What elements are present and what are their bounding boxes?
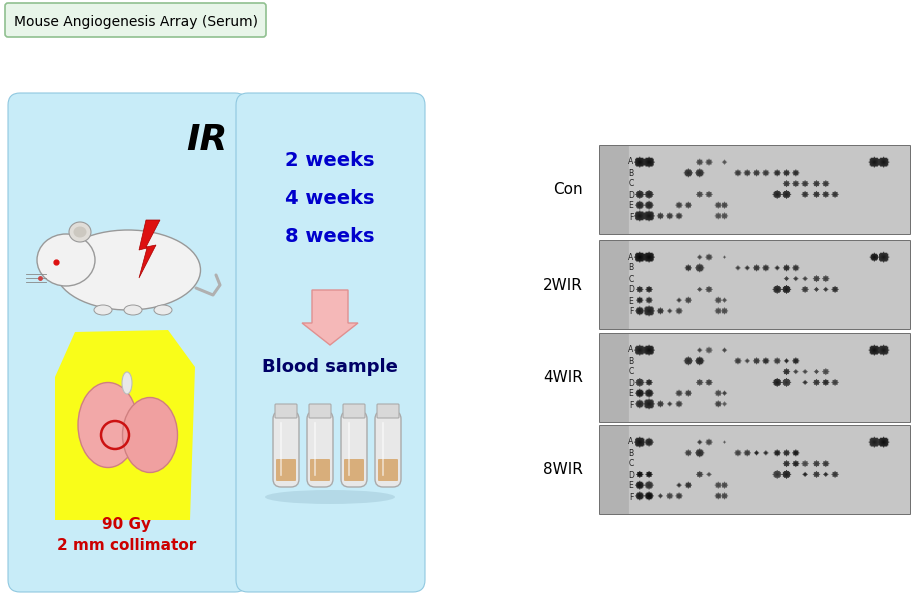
FancyBboxPatch shape — [344, 459, 364, 481]
Ellipse shape — [154, 305, 172, 315]
Text: F: F — [629, 401, 633, 410]
Text: IR: IR — [187, 123, 227, 157]
FancyBboxPatch shape — [600, 426, 910, 514]
Text: Mouse Angiogenesis Array (Serum): Mouse Angiogenesis Array (Serum) — [14, 15, 258, 29]
Ellipse shape — [124, 305, 142, 315]
FancyBboxPatch shape — [273, 411, 299, 487]
Text: A: A — [628, 157, 634, 166]
FancyBboxPatch shape — [307, 411, 333, 487]
Text: E: E — [628, 296, 633, 306]
Ellipse shape — [265, 490, 395, 504]
Text: 8 weeks: 8 weeks — [286, 226, 375, 246]
Ellipse shape — [123, 397, 177, 473]
Text: F: F — [629, 492, 633, 502]
FancyBboxPatch shape — [310, 459, 330, 481]
Text: 4WIR: 4WIR — [543, 370, 583, 385]
Text: D: D — [628, 286, 634, 295]
Text: Blood sample: Blood sample — [262, 358, 398, 376]
FancyBboxPatch shape — [343, 404, 365, 418]
Text: D: D — [628, 191, 634, 200]
Text: B: B — [628, 169, 634, 177]
Text: C: C — [628, 275, 634, 284]
Ellipse shape — [69, 222, 91, 242]
Text: 8WIR: 8WIR — [543, 462, 583, 477]
FancyBboxPatch shape — [600, 241, 910, 329]
Ellipse shape — [55, 230, 201, 310]
Text: D: D — [628, 379, 634, 387]
Text: B: B — [628, 356, 634, 365]
FancyBboxPatch shape — [341, 411, 367, 487]
Text: E: E — [628, 390, 633, 399]
Ellipse shape — [94, 305, 112, 315]
FancyBboxPatch shape — [275, 404, 297, 418]
Text: 2 weeks: 2 weeks — [286, 151, 375, 169]
Text: B: B — [628, 264, 634, 272]
Text: B: B — [628, 448, 634, 457]
FancyBboxPatch shape — [276, 459, 296, 481]
FancyBboxPatch shape — [377, 404, 399, 418]
FancyBboxPatch shape — [600, 334, 910, 422]
FancyBboxPatch shape — [375, 411, 401, 487]
Text: D: D — [628, 471, 634, 480]
FancyBboxPatch shape — [236, 93, 425, 592]
FancyBboxPatch shape — [5, 3, 266, 37]
Text: Con: Con — [553, 183, 583, 197]
FancyBboxPatch shape — [309, 404, 331, 418]
Text: A: A — [628, 252, 634, 261]
Text: E: E — [628, 482, 633, 491]
Text: A: A — [628, 437, 634, 446]
Polygon shape — [139, 220, 160, 278]
Ellipse shape — [122, 372, 132, 394]
Text: E: E — [628, 201, 633, 211]
Text: C: C — [628, 180, 634, 189]
Text: C: C — [628, 460, 634, 468]
FancyBboxPatch shape — [600, 146, 910, 234]
Text: 2WIR: 2WIR — [543, 278, 583, 292]
Ellipse shape — [78, 382, 138, 468]
FancyBboxPatch shape — [8, 93, 247, 592]
Text: F: F — [629, 212, 633, 221]
Text: F: F — [629, 307, 633, 316]
Ellipse shape — [74, 226, 87, 238]
Text: C: C — [628, 367, 634, 376]
Text: A: A — [628, 345, 634, 355]
Text: 90 Gy
2 mm collimator: 90 Gy 2 mm collimator — [57, 517, 197, 553]
FancyBboxPatch shape — [378, 459, 398, 481]
Ellipse shape — [37, 234, 95, 286]
Polygon shape — [302, 290, 358, 345]
Text: 4 weeks: 4 weeks — [286, 189, 375, 208]
Polygon shape — [55, 330, 195, 520]
